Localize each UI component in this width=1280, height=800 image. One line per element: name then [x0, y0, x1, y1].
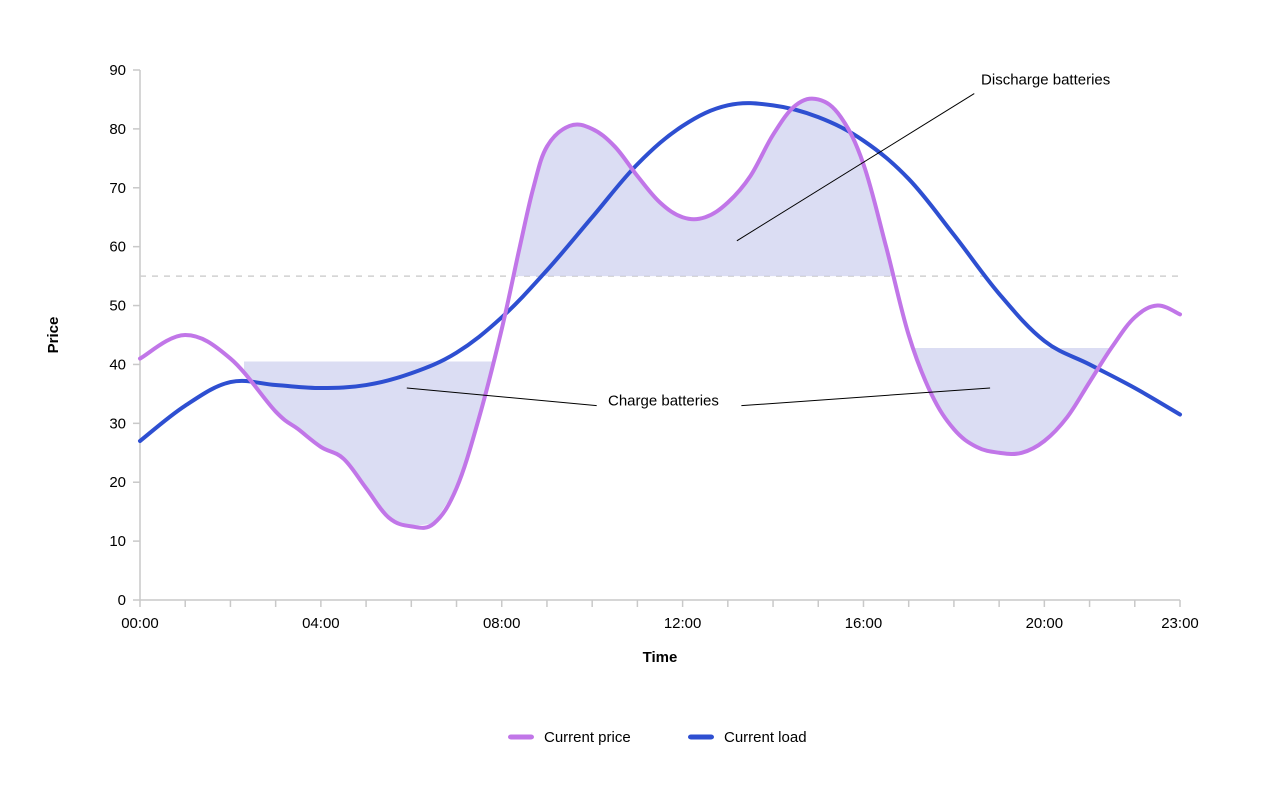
y-tick-label: 40: [109, 356, 126, 373]
y-tick-label: 30: [109, 415, 126, 432]
legend-swatch-price: [508, 735, 534, 740]
x-tick-label: 04:00: [302, 615, 340, 632]
x-tick-label: 00:00: [121, 615, 159, 632]
x-axis-label: Time: [643, 649, 678, 666]
series-price: [140, 99, 1180, 528]
y-tick-label: 50: [109, 298, 126, 315]
y-tick-label: 10: [109, 533, 126, 550]
annotation-discharge: Discharge batteries: [981, 72, 1110, 89]
y-axis-label: Price: [45, 317, 62, 354]
y-tick-label: 60: [109, 239, 126, 256]
battery-price-chart: 0 10 20 30 40 50 60 70 80 90 00:00 04:00 08:00 12:00 1…: [0, 0, 1280, 800]
y-tick-label: 80: [109, 121, 126, 138]
x-tick-label: 16:00: [845, 615, 883, 632]
x-tick-label: 23:00: [1161, 615, 1199, 632]
legend-swatch-load: [688, 735, 714, 740]
x-tick-label: 12:00: [664, 615, 702, 632]
x-tick-label: 08:00: [483, 615, 521, 632]
y-tick-label: 0: [118, 592, 126, 609]
y-tick-label: 20: [109, 474, 126, 491]
annotation-charge: Charge batteries: [608, 393, 719, 410]
y-tick-label: 90: [109, 62, 126, 79]
legend-label-price: Current price: [544, 729, 631, 746]
y-tick-label: 70: [109, 180, 126, 197]
x-tick-label: 20:00: [1026, 615, 1064, 632]
legend-label-load: Current load: [724, 729, 807, 746]
chart-svg: 0 10 20 30 40 50 60 70 80 90 00:00 04:00 08:00 12:00 1…: [0, 0, 1280, 800]
